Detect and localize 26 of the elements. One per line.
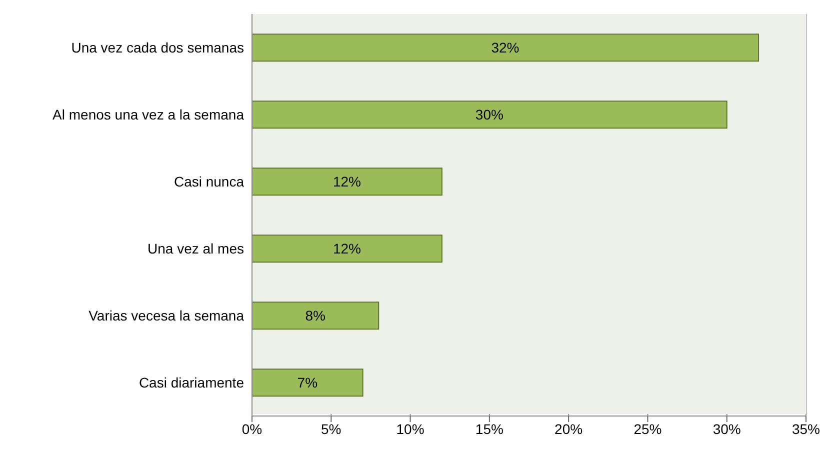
y-tick-label: Casi nunca xyxy=(174,173,244,190)
x-tick-label: 20% xyxy=(554,420,583,437)
data-label: 12% xyxy=(332,240,361,257)
x-tick-label: 15% xyxy=(475,420,504,437)
y-tick-label: Casi diariamente xyxy=(138,374,244,390)
y-tick-label: Varias vecesa la semana xyxy=(88,307,244,324)
data-label: 7% xyxy=(297,374,318,391)
y-tick-label: Al menos una vez a la semana xyxy=(52,106,244,122)
bar xyxy=(252,368,364,397)
data-label: 12% xyxy=(332,174,361,190)
x-tick-label: 5% xyxy=(321,420,342,437)
data-label: 30% xyxy=(475,106,504,123)
y-tick-label: Una vez cada dos semanas xyxy=(71,39,244,56)
x-tick-label: 10% xyxy=(396,420,424,437)
data-label: 32% xyxy=(491,40,520,56)
x-tick-label: 0% xyxy=(242,420,262,437)
bar xyxy=(252,168,442,196)
y-tick-label: Una vez al mes xyxy=(148,240,244,256)
bar xyxy=(252,34,760,62)
x-tick-label: 30% xyxy=(712,420,741,437)
x-tick-label: 35% xyxy=(792,420,820,437)
x-tick-label: 25% xyxy=(634,420,662,437)
data-label: 8% xyxy=(305,308,326,324)
bar xyxy=(252,100,728,129)
bar xyxy=(252,302,380,330)
bar xyxy=(252,234,442,263)
